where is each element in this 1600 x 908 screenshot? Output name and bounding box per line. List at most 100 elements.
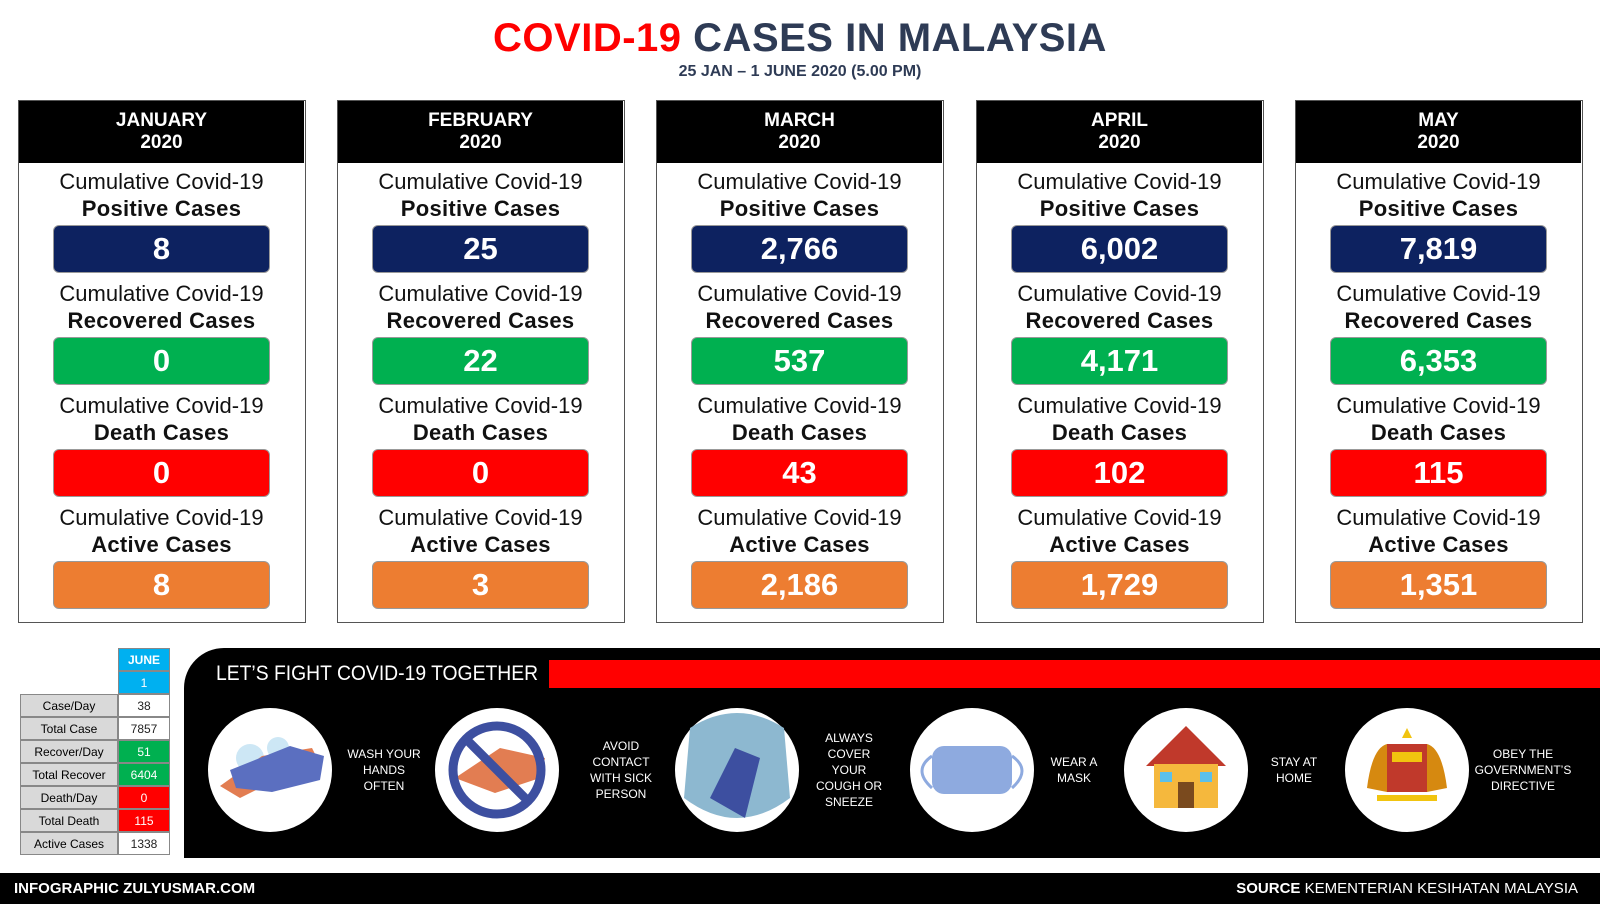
icons	[208, 708, 1469, 832]
table-label: Case/Day	[20, 694, 118, 717]
tip-caption: WASH YOUR HANDS OFTEN	[324, 700, 444, 840]
card-month: MARCH	[764, 110, 835, 131]
stat-label-bold: Death Cases	[1370, 420, 1507, 445]
card-month: MAY	[1418, 110, 1459, 131]
stat-value: 1,351	[1330, 561, 1547, 609]
icon-cough	[675, 708, 799, 832]
stat-label-bold: Active Cases	[729, 532, 870, 557]
tip-line: WEAR A	[1050, 755, 1098, 769]
card-year: 2020	[459, 132, 502, 153]
stat-label-bold: Active Cases	[410, 532, 551, 557]
stat-value: 2,186	[691, 561, 908, 609]
icon-crest	[1345, 708, 1469, 832]
stat-label: Cumulative Covid-19	[1017, 169, 1222, 194]
banner-text: LET’S FIGHT COVID-19 TOGETHER	[216, 662, 539, 685]
month-card: MARCH 2020 Cumulative Covid-19 Positive Cas…	[656, 100, 944, 623]
tip-line: PERSON	[595, 787, 647, 801]
footer-source-name: KEMENTERIAN KESIHATAN MALAYSIA	[1304, 880, 1578, 897]
stat-value: 6,353	[1330, 337, 1547, 385]
stat-label: Cumulative Covid-19	[59, 281, 264, 306]
stat-label-bold: Positive Cases	[1358, 196, 1519, 221]
card-header: JANUARY 2020	[19, 101, 304, 163]
tip-line: OBEY THE	[1492, 747, 1554, 761]
subtitle: 25 JAN – 1 JUNE 2020 (5.00 PM)	[678, 63, 922, 80]
stat-label-bold: Recovered Cases	[1344, 308, 1533, 333]
stat-label: Cumulative Covid-19	[378, 505, 583, 530]
table-value: 1338	[118, 832, 170, 855]
stat-value: 43	[691, 449, 908, 497]
table-value: 38	[118, 694, 170, 717]
tip-line: AVOID	[602, 739, 640, 753]
stat-label: Cumulative Covid-19	[1017, 505, 1222, 530]
stat-label: Cumulative Covid-19	[59, 505, 264, 530]
card-header: MARCH 2020	[657, 101, 942, 163]
icon-mask	[910, 708, 1034, 832]
stat-label: Cumulative Covid-19	[1336, 169, 1541, 194]
stat-label: Cumulative Covid-19	[378, 169, 583, 194]
stat-label-bold: Active Cases	[91, 532, 232, 557]
card-year: 2020	[1417, 132, 1460, 153]
red-bar	[549, 660, 1600, 688]
tip-line: COVER	[827, 747, 871, 761]
stat-label: Cumulative Covid-19	[697, 393, 902, 418]
stat-value: 22	[372, 337, 589, 385]
stat-label: Cumulative Covid-19	[697, 505, 902, 530]
stat-label: Cumulative Covid-19	[697, 169, 902, 194]
stat-label: Cumulative Covid-19	[378, 281, 583, 306]
table-label: Death/Day	[20, 786, 118, 809]
icon-home	[1124, 708, 1248, 832]
table-value: 51	[118, 740, 170, 763]
stat-value: 115	[1330, 449, 1547, 497]
footer-source: SOURCE	[1236, 880, 1301, 897]
icon-wash	[208, 708, 332, 832]
stat-value: 0	[372, 449, 589, 497]
stat-label: Cumulative Covid-19	[59, 393, 264, 418]
footer-left: INFOGRAPHIC ZULYUSMAR.COM	[14, 880, 256, 897]
june-table: JUNE 1 Case/Day 38 Total Case 7857 Recover/Day…	[20, 648, 172, 858]
june-day: 1	[118, 671, 170, 694]
stat-label: Cumulative Covid-19	[1336, 505, 1541, 530]
stat-label: Cumulative Covid-19	[1017, 281, 1222, 306]
table-value: 0	[118, 786, 170, 809]
stat-label-bold: Recovered Cases	[386, 308, 575, 333]
table-value: 7857	[118, 717, 170, 740]
table-label: Total Death	[20, 809, 118, 832]
card-year: 2020	[1098, 132, 1141, 153]
stat-label: Cumulative Covid-19	[1017, 393, 1222, 418]
card-header: FEBRUARY 2020	[338, 101, 623, 163]
tip-caption: ALWAYS COVER YOUR COUGH OR SNEEZE	[789, 700, 909, 840]
stat-label-bold: Positive Cases	[400, 196, 561, 221]
stat-label-bold: Death Cases	[731, 420, 868, 445]
table-value: 115	[118, 809, 170, 832]
table-label: Total Case	[20, 717, 118, 740]
stat-value: 25	[372, 225, 589, 273]
tip-line: HOME	[1276, 771, 1312, 785]
title-rest: CASES IN MALAYSIA	[693, 15, 1107, 60]
stat-label-bold: Recovered Cases	[1025, 308, 1214, 333]
card-header: APRIL 2020	[977, 101, 1262, 163]
table-label: Recover/Day	[20, 740, 118, 763]
tip-line: HANDS	[362, 763, 405, 777]
tip-line: MASK	[1056, 771, 1091, 785]
tip-line: COUGH OR	[816, 779, 882, 793]
card-month: JANUARY	[115, 110, 208, 131]
card-header: MAY 2020	[1296, 101, 1581, 163]
card-month: APRIL	[1091, 110, 1148, 131]
month-card: FEBRUARY 2020 Cumulative Covid-19 Positive …	[337, 100, 625, 623]
stat-value: 1,729	[1011, 561, 1228, 609]
stat-label: Cumulative Covid-19	[697, 281, 902, 306]
stat-label-bold: Positive Cases	[81, 196, 242, 221]
month-card: JANUARY 2020 Cumulative Covid-19 Positive C…	[18, 100, 306, 623]
stat-value: 3	[372, 561, 589, 609]
stat-label-bold: Positive Cases	[719, 196, 880, 221]
table-label: Total Recover	[20, 763, 118, 786]
card-year: 2020	[140, 132, 183, 153]
month-card: MAY 2020 Cumulative Covid-19 Positive Cases…	[1295, 100, 1583, 623]
month-card: APRIL 2020 Cumulative Covid-19 Positive Cas…	[976, 100, 1264, 623]
tip-line: ALWAYS	[825, 731, 873, 745]
stat-value: 6,002	[1011, 225, 1228, 273]
stat-value: 0	[53, 337, 270, 385]
stat-label-bold: Recovered Cases	[67, 308, 256, 333]
stat-label-bold: Positive Cases	[1039, 196, 1200, 221]
